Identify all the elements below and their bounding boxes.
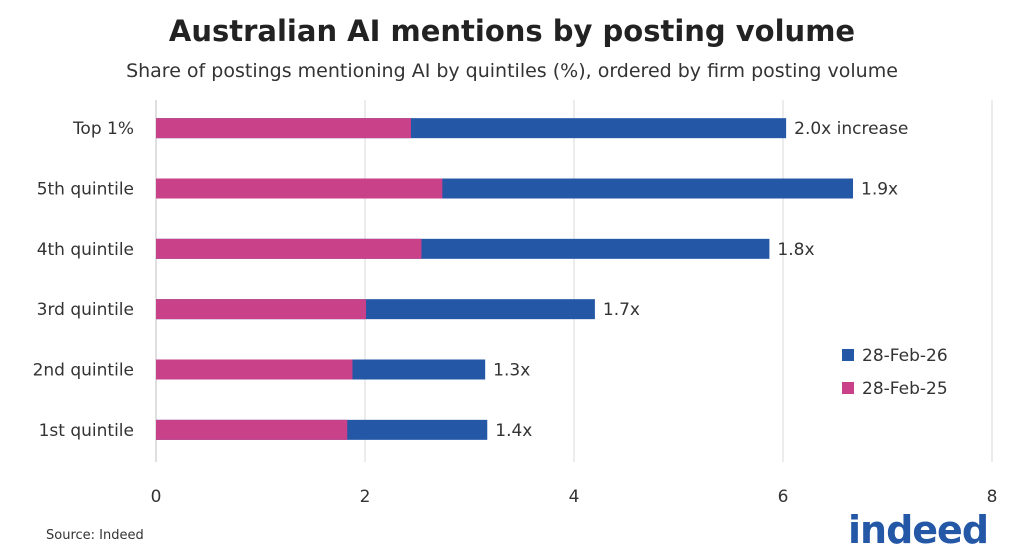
data-label: 1.4x (495, 421, 532, 441)
legend-swatch (842, 349, 854, 361)
data-label: 1.8x (777, 240, 814, 260)
legend-label: 28-Feb-26 (862, 346, 948, 366)
y-tick-label: 5th quintile (37, 180, 134, 200)
data-label: 2.0x increase (794, 119, 908, 139)
bar-28-Feb-25 (156, 299, 367, 320)
data-label: 1.7x (603, 300, 640, 320)
data-label: 1.9x (861, 180, 898, 200)
legend-swatch (842, 382, 854, 394)
indeed-logo: indeed (848, 508, 989, 552)
x-tick-label: 2 (360, 487, 371, 507)
legend-label: 28-Feb-25 (862, 379, 948, 399)
chart-subtitle: Share of postings mentioning AI by quint… (126, 60, 898, 82)
x-tick-label: 8 (987, 487, 998, 507)
x-tick-label: 0 (151, 487, 162, 507)
y-tick-label: 1st quintile (39, 421, 134, 441)
y-tick-label: Top 1% (72, 119, 134, 139)
y-tick-label: 3rd quintile (37, 300, 134, 320)
chart-title: Australian AI mentions by posting volume (168, 14, 856, 48)
bar-28-Feb-25 (156, 359, 353, 380)
x-tick-label: 6 (778, 487, 789, 507)
y-tick-label: 2nd quintile (33, 361, 134, 381)
bar-28-Feb-25 (156, 238, 422, 259)
bar-28-Feb-25 (156, 118, 411, 139)
bar-28-Feb-25 (156, 419, 348, 440)
y-tick-label: 4th quintile (37, 240, 134, 260)
data-label: 1.3x (493, 361, 530, 381)
bar-28-Feb-25 (156, 178, 443, 199)
source-note: Source: Indeed (46, 528, 144, 543)
x-tick-label: 4 (569, 487, 580, 507)
